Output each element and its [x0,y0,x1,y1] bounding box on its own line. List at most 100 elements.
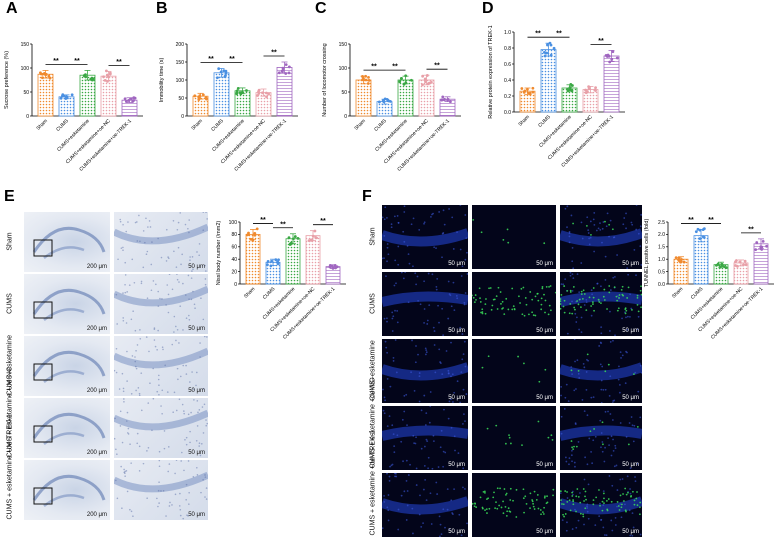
dapi-dot [564,396,567,399]
cell-dot [130,318,133,321]
dapi-dot [382,527,384,530]
cell-dot [147,447,150,449]
cell-dot [202,387,205,390]
tunel-dot [549,285,552,287]
cell-dot [175,409,178,412]
hippocampus-curve [32,474,106,501]
cell-dot [197,411,199,414]
tunel-dot [603,497,605,500]
cell-layer [114,409,208,431]
data-point [446,98,450,101]
dapi-dot [406,504,409,507]
data-point [253,233,257,237]
dapi-dot [583,478,586,481]
fluorescence-texture [382,406,468,470]
dapi-dot [415,484,418,486]
cell-dot [157,329,159,332]
tunel-dot [636,504,639,507]
tunel-dot [566,491,568,493]
cell-dot [127,221,129,223]
tunel-dot [571,446,574,449]
tunel-dot [479,496,482,499]
cell-dot [130,393,133,395]
data-point [552,46,556,50]
dapi-dot [630,307,633,310]
dapi-dot [571,300,573,303]
tunel-dot [501,300,504,303]
tunel-dot [636,426,639,428]
cell-dot [135,349,137,352]
dapi-dot [411,339,413,342]
cell-dot [163,430,166,432]
data-point [743,259,747,263]
cell-dot [126,411,129,414]
panel-letter-a: A [6,0,18,17]
cell-dot [168,505,171,507]
y-tick-label: 2.5 [658,220,665,226]
cell-dot [130,462,132,464]
bar-2 [540,49,557,113]
dapi-dot [600,285,602,288]
dapi-dot [424,479,427,481]
cell-dot [158,393,160,396]
dapi-dot [394,259,397,262]
dapi-dot [599,222,601,225]
tunel-dot [494,507,497,510]
tunel-dot [492,496,495,499]
tunel-dot [606,308,608,310]
cell-dot [199,454,202,457]
data-point [102,75,105,79]
dapi-dot [397,263,400,266]
data-point [59,96,63,100]
cell-dot [167,446,170,448]
dapi-dot [428,421,431,424]
tunel-dot [500,302,502,305]
dapi-dot [606,212,609,215]
tunel-dot [572,286,575,288]
tunel-dot [507,507,510,510]
tunel-dot [534,314,537,317]
dapi-dot [405,519,408,521]
cell-dot [144,241,146,244]
cell-dot [196,251,198,253]
tunel-dot [529,492,532,495]
dapi-dot [571,273,574,276]
cell-dot [184,223,187,226]
dapi-dot [442,465,445,468]
zoom-box [33,301,53,319]
tunel-dot [621,285,624,288]
tunel-dot [615,295,618,298]
zoom-box [33,363,53,381]
dapi-dot [604,388,607,391]
cell-dot [195,384,197,387]
dapi-dot [574,360,576,363]
cell-dot [152,280,155,282]
tunel-dot [590,305,593,307]
significance-marker: ** [434,63,440,70]
dapi-dot [449,294,452,297]
y-tick-label: 50 [178,96,184,102]
bar-2 [213,72,230,117]
data-point [570,89,574,93]
tunel-dot [588,296,591,299]
tunel-dot [546,495,548,498]
dapi-dot [403,490,406,493]
cell-dot [187,413,190,416]
significance-marker: ** [208,56,214,63]
dapi-dot [614,516,617,519]
cell-dot [188,491,190,494]
dapi-dot [610,454,613,457]
tunel-dot [518,295,520,298]
dapi-dot [593,212,596,214]
data-point [531,90,535,94]
tunel-dot [572,503,575,506]
dapi-dot [611,402,614,403]
dapi-dot [566,332,569,335]
tunel-dot [578,298,581,301]
dapi-dot [397,221,400,224]
dapi-dot [613,236,616,239]
dapi-dot [587,483,590,486]
data-point [266,263,269,267]
dapi-dot [588,437,591,440]
tunel-dot [481,311,484,313]
